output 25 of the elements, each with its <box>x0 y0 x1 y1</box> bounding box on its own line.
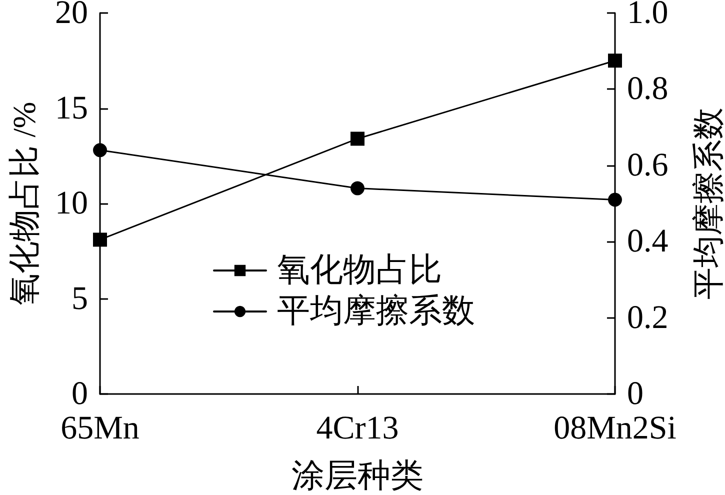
point <box>608 54 622 68</box>
legend-label: 平均摩擦系数 <box>277 294 475 330</box>
y2-tick-label: 1.0 <box>627 0 668 31</box>
y-tick-label: 15 <box>55 90 88 126</box>
point <box>350 132 364 146</box>
point <box>93 143 107 158</box>
legend-label: 氧化物占比 <box>277 252 442 288</box>
y2-axis-title: 平均摩擦系数 <box>690 108 725 300</box>
y2-tick-label: 0.6 <box>627 147 668 184</box>
y2-tick-label: 0.4 <box>627 224 668 260</box>
point <box>93 232 107 247</box>
y2-tick-label: 0 <box>627 376 644 412</box>
x-tick-label: 08Mn2Si <box>554 410 676 446</box>
y2-tick-label: 0.8 <box>627 71 668 108</box>
x-tick-label: 65Mn <box>60 410 140 446</box>
x-tick-label: 4Cr13 <box>316 410 399 446</box>
y-axis-title: 氧化物占比 /% <box>6 102 42 306</box>
point <box>608 192 622 207</box>
y-tick-label: 0 <box>72 376 88 412</box>
y-tick-label: 5 <box>72 280 88 317</box>
point <box>350 181 364 196</box>
y-tick-label: 20 <box>55 0 88 31</box>
x-axis-title: 涂层种类 <box>292 458 424 494</box>
y2-tick-label: 0.2 <box>627 300 668 336</box>
y-tick-label: 10 <box>55 186 88 222</box>
